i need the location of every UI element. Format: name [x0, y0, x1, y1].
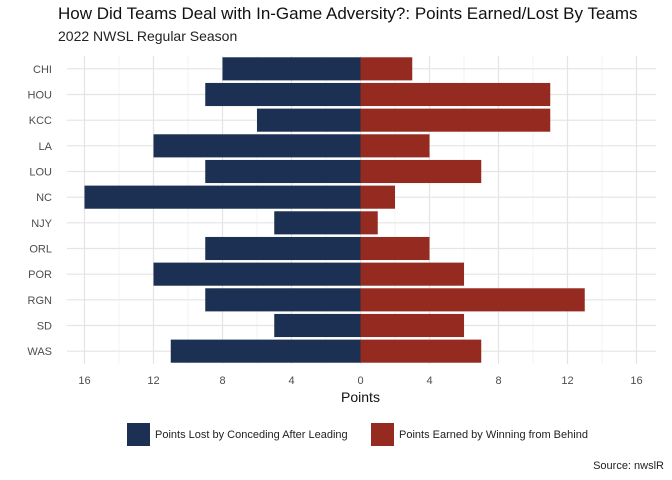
- bar-points-earned-lou: [360, 159, 482, 184]
- bar-points-lost-hou: [205, 82, 361, 107]
- x-tick-label: 16: [78, 375, 90, 387]
- y-tick-label: WAS: [27, 346, 52, 358]
- x-tick-label: 4: [288, 375, 294, 387]
- bar-points-lost-chi: [222, 57, 361, 81]
- bar-points-earned-kcc: [360, 108, 551, 132]
- legend-swatch-points-earned: [371, 423, 394, 446]
- y-tick-label: POR: [28, 269, 52, 281]
- x-axis-title: Points: [341, 389, 380, 405]
- y-tick-label: HOU: [28, 90, 53, 102]
- x-tick-label: 8: [495, 375, 501, 387]
- y-tick-label: LOU: [29, 167, 52, 179]
- bar-points-earned-nc: [360, 185, 395, 209]
- chart-caption: Source: nwslR: [593, 460, 664, 472]
- x-tick-label: 12: [561, 375, 573, 387]
- bar-points-earned-la: [360, 134, 430, 158]
- y-tick-label: RGN: [28, 295, 53, 307]
- x-tick-label: 12: [147, 375, 159, 387]
- bar-points-earned-orl: [360, 236, 430, 261]
- bar-points-lost-orl: [205, 236, 361, 261]
- y-tick-label: CHI: [33, 64, 52, 76]
- x-tick-label: 4: [426, 375, 432, 387]
- bar-points-lost-rgn: [205, 288, 361, 312]
- bar-points-earned-njy: [360, 211, 378, 235]
- bar-points-lost-por: [153, 262, 361, 286]
- bar-points-earned-hou: [360, 82, 551, 107]
- x-tick-label: 16: [630, 375, 642, 387]
- bar-points-lost-was: [170, 339, 361, 363]
- y-tick-label: KCC: [29, 115, 52, 127]
- bar-points-earned-por: [360, 262, 464, 286]
- y-tick-label: NC: [36, 192, 52, 204]
- bar-points-earned-was: [360, 339, 482, 363]
- bar-points-earned-sd: [360, 313, 464, 338]
- y-tick-label: SD: [37, 321, 52, 333]
- legend: Points Lost by Conceding After Leading P…: [0, 423, 672, 451]
- chart-title: How Did Teams Deal with In-Game Adversit…: [58, 4, 638, 23]
- x-axis: 16 12 8 4 0 4 8 12 16 Points: [78, 375, 642, 405]
- y-tick-label: ORL: [29, 244, 52, 256]
- x-tick-label: 8: [219, 375, 225, 387]
- legend-item-points-lost: Points Lost by Conceding After Leading: [127, 423, 348, 446]
- bar-points-lost-lou: [205, 159, 361, 184]
- plot-area: CHI HOU KCC LA LOU NC NJY ORL POR RGN SD WAS 16 12 8 4 0…: [27, 56, 656, 405]
- legend-item-points-earned: Points Earned by Winning from Behind: [371, 423, 588, 446]
- bars: [84, 57, 585, 363]
- chart-subtitle: 2022 NWSL Regular Season: [58, 28, 238, 44]
- y-tick-label: NJY: [31, 218, 52, 230]
- bar-points-lost-sd: [274, 313, 361, 338]
- bar-points-lost-kcc: [257, 108, 361, 132]
- bar-points-lost-njy: [274, 211, 361, 235]
- bar-points-lost-la: [153, 134, 361, 158]
- y-axis: CHI HOU KCC LA LOU NC NJY ORL POR RGN SD WAS: [27, 64, 52, 358]
- bar-points-earned-chi: [360, 57, 413, 81]
- legend-swatch-points-lost: [127, 423, 150, 446]
- legend-label-points-earned: Points Earned by Winning from Behind: [399, 428, 588, 441]
- y-tick-label: LA: [39, 141, 53, 153]
- x-tick-label: 0: [357, 375, 363, 387]
- bar-points-earned-rgn: [360, 288, 585, 312]
- legend-label-points-lost: Points Lost by Conceding After Leading: [155, 428, 348, 441]
- bar-points-lost-nc: [84, 185, 361, 209]
